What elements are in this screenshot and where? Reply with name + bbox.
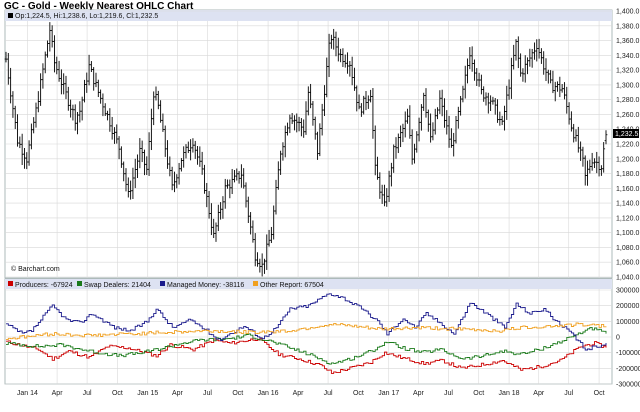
price-tick-label: 1,400.0 [616,9,639,16]
chart-title: GC - Gold - Weekly Nearest OHLC Chart [4,1,194,12]
price-tick-label: 1,360.0 [616,38,639,45]
x-tick-label: Oct [594,390,605,397]
x-tick-label: Oct [112,390,123,397]
x-tick-label: Apr [413,390,425,397]
x-tick-label: Jan 17 [378,390,399,397]
cot-tick-label: 300000 [616,288,639,295]
price-tick-label: 1,100.0 [616,230,639,237]
price-tick-label: 1,280.0 [616,97,639,104]
cot-series [6,293,607,374]
x-tick-label: Jul [564,390,573,397]
legend-swatch-producers [8,281,13,286]
x-tick-label: Jan 16 [258,390,279,397]
x-tick-label: Jul [324,390,333,397]
legend-swatch-swap-dealers [77,281,82,286]
last-price-label: 1,232.5 [615,131,638,138]
price-tick-label: 1,380.0 [616,23,639,30]
legend-swatch-managed-money [160,281,165,286]
cot-pane [4,278,613,385]
cot-tick-label: -100000 [616,350,640,357]
price-tick-label: 1,160.0 [616,186,639,193]
legend-managed-money: Managed Money: -38116 [167,282,244,289]
cot-legend: Producers: -67924 Swap Dealers: 21404 Ma… [8,281,324,289]
cot-tick-label: -200000 [616,366,640,373]
watermark: © Barchart.com [11,265,60,273]
x-tick-label: Apr [293,390,305,397]
price-legend-swatch [8,13,13,18]
price-tick-label: 1,120.0 [616,215,639,222]
cot-y-axis: 300000 200000 100000 0 -100000 -200000 -300000 [616,288,640,389]
price-tick-label: 1,320.0 [616,68,639,75]
cot-tick-label: 100000 [616,319,639,326]
x-tick-label: Oct [353,390,364,397]
last-price-flag [613,129,639,138]
x-tick-label: Apr [52,390,64,397]
cot-tick-label: 200000 [616,303,639,310]
legend-swap-dealers: Swap Dealers: 21404 [84,282,151,289]
legend-producers: Producers: -67924 [15,282,73,289]
series-line-managed-money [6,293,607,351]
series-line-producers [6,338,607,374]
ohlc-bar [602,142,606,173]
cot-tick-label: 0 [616,335,620,342]
series-line-other-report [6,322,607,341]
price-tick-label: 1,260.0 [616,112,639,119]
cot-header-bar [5,279,612,289]
price-tick-label: 1,080.0 [616,245,639,252]
price-tick-label: 1,300.0 [616,82,639,89]
legend-swatch-other-report [253,281,258,286]
ohlc-readout: Op:1,224.5, Hi:1,238.6, Lo:1,219.6, Cl:1… [15,13,158,20]
x-tick-label: Jan 14 [17,390,38,397]
x-tick-label: Oct [473,390,484,397]
x-tick-label: Jan 18 [499,390,520,397]
x-tick-label: Jan 15 [137,390,158,397]
x-tick-label: Jul [203,390,212,397]
x-tick-label: Jul [83,390,92,397]
x-tick-label: Apr [172,390,184,397]
cot-tick-label: -300000 [616,382,640,389]
price-tick-label: 1,060.0 [616,260,639,267]
price-tick-label: 1,340.0 [616,53,639,60]
price-tick-label: 1,040.0 [616,275,639,282]
x-tick-label: Oct [232,390,243,397]
price-y-axis: 1,400.0 1,380.0 1,360.0 1,340.0 1,320.0 1,300… [616,9,639,282]
price-tick-label: 1,200.0 [616,156,639,163]
price-tick-label: 1,180.0 [616,171,639,178]
legend-other-report: Other Report: 67504 [260,282,324,289]
price-header-bar [5,10,612,21]
x-axis: Jan 14 Apr Jul Oct Jan 15 Apr Jul Oct Jan 16 Apr J… [17,390,605,397]
series-line-swap-dealers [6,326,607,365]
x-tick-label: Jul [444,390,453,397]
price-tick-label: 1,220.0 [616,142,639,149]
price-tick-label: 1,140.0 [616,201,639,208]
x-tick-label: Apr [533,390,545,397]
ohlc-bar [604,130,608,145]
price-bars [4,22,608,277]
